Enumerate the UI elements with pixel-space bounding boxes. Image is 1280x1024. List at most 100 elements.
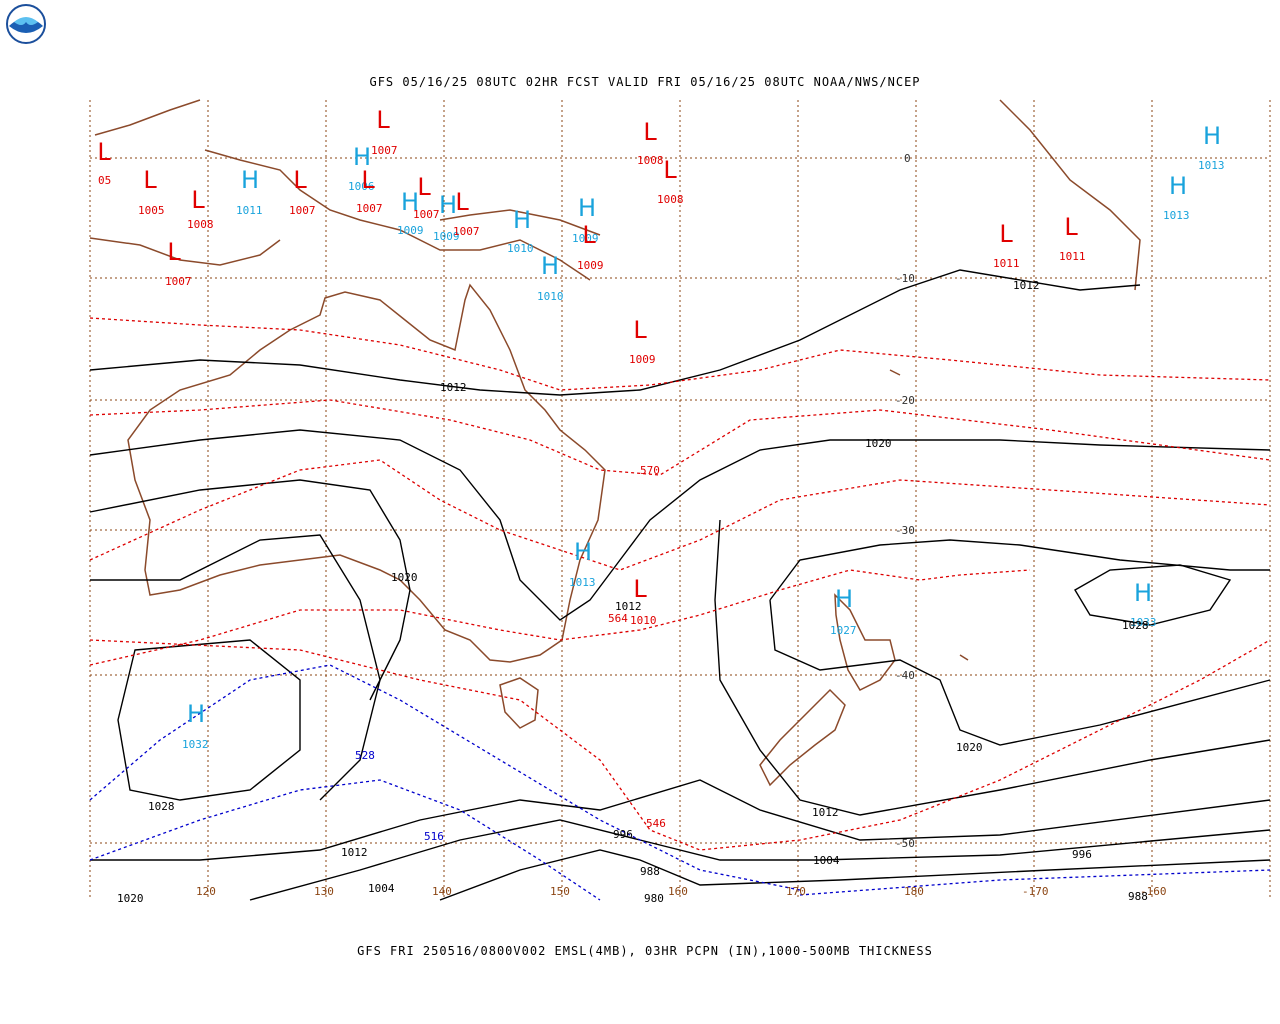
pressure-center-symbol: H: [1134, 579, 1152, 607]
pressure-center-value: 1009: [629, 353, 656, 366]
latitude-label: -30: [895, 524, 915, 537]
isobar-label: 1028: [1122, 619, 1149, 632]
isobar-label: 988: [640, 865, 660, 878]
isobar-label: 1012: [440, 381, 467, 394]
pressure-center-value: 1006: [348, 180, 375, 193]
pressure-center-value: 1013: [569, 576, 596, 589]
pressure-center-value: 1033: [1130, 616, 1157, 629]
graticule: [89, 100, 1271, 900]
thickness-label: 570: [640, 464, 660, 477]
latitude-label: -20: [895, 394, 915, 407]
longitude-label: -170: [1022, 885, 1049, 898]
isobar-label: 1028: [148, 800, 175, 813]
thickness-label: 546: [646, 817, 666, 830]
pressure-center-value: 1007: [165, 275, 192, 288]
isobar-label: 980: [644, 892, 664, 905]
map-title: GFS 05/16/25 08UTC 02HR FCST VALID FRI 0…: [369, 75, 920, 89]
isobar-label: 1020: [117, 892, 144, 905]
pressure-center-symbol: L: [167, 238, 181, 266]
pressure-center-symbol: H: [1169, 172, 1187, 200]
pressure-center-symbol: H: [513, 206, 531, 234]
pressure-center-symbol: H: [401, 188, 419, 216]
pressure-center-symbol: L: [633, 575, 647, 603]
longitude-label: 130: [314, 885, 334, 898]
isobar-label: 996: [613, 828, 633, 841]
pressure-center-symbol: H: [574, 538, 592, 566]
latitude-label: 0: [904, 152, 911, 165]
isobar-label: 1020: [865, 437, 892, 450]
pressure-center-value: 1005: [138, 204, 165, 217]
pressure-center-value: 1010: [630, 614, 657, 627]
isobar-label: 996: [1072, 848, 1092, 861]
pressure-center-value: 1027: [830, 624, 857, 637]
longitude-label: 120: [196, 885, 216, 898]
map-caption: GFS FRI 250516/0800V002 EMSL(4MB), 03HR …: [357, 944, 933, 958]
latitude-label: -40: [895, 669, 915, 682]
pressure-center-value: 1008: [637, 154, 664, 167]
pressure-center-symbol: H: [835, 585, 853, 613]
thickness-lines: [89, 317, 1271, 851]
pressure-center-symbol: L: [643, 118, 657, 146]
pressure-center-symbol: L: [293, 166, 307, 194]
isobar-label: 1012: [812, 806, 839, 819]
pressure-center-value: 1009: [572, 232, 599, 245]
pressure-center-value: 1011: [236, 204, 263, 217]
pressure-center-symbol: L: [191, 186, 205, 214]
pressure-center-symbol: H: [353, 143, 371, 171]
longitude-label: 160: [668, 885, 688, 898]
pressure-center-value: 1007: [453, 225, 480, 238]
pressure-center-symbol: L: [582, 221, 596, 249]
longitude-label: 140: [432, 885, 452, 898]
longitude-label: 170: [786, 885, 806, 898]
pressure-center-value: 1009: [433, 230, 460, 243]
pressure-center-value: 1007: [356, 202, 383, 215]
isobar-label: 1012: [341, 846, 368, 859]
pressure-center-value: 05: [98, 174, 111, 187]
isobar-label: 1020: [391, 571, 418, 584]
pressure-center-value: 1013: [1163, 209, 1190, 222]
pressure-center-symbol: H: [1203, 122, 1221, 150]
latitude-label: -10: [895, 272, 915, 285]
longitude-label: -160: [1140, 885, 1167, 898]
pressure-center-symbol: H: [578, 194, 596, 222]
thickness-label: 564: [608, 612, 628, 625]
pressure-center-symbol: H: [439, 191, 457, 219]
latitude-label: -50: [895, 837, 915, 850]
pressure-center-symbol: L: [376, 106, 390, 134]
pressure-center-symbol: L: [361, 166, 375, 194]
coastlines: [89, 99, 1141, 787]
pressure-center-symbol: H: [187, 700, 205, 728]
pressure-center-symbol: L: [97, 138, 111, 166]
pressure-center-value: 1011: [993, 257, 1020, 270]
longitude-label: 180: [904, 885, 924, 898]
pressure-center-value: 1010: [507, 242, 534, 255]
thickness-label: 516: [424, 830, 444, 843]
pressure-center-value: 1009: [397, 224, 424, 237]
pressure-center-value: 1008: [657, 193, 684, 206]
pressure-center-symbol: L: [633, 316, 647, 344]
isobar-label: 1012: [615, 600, 642, 613]
thickness-lines-cold: [89, 664, 1271, 901]
pressure-center-symbol: L: [455, 188, 469, 216]
isobar-label: 1020: [956, 741, 983, 754]
pressure-center-value: 1009: [577, 259, 604, 272]
pressure-center-value: 1013: [1198, 159, 1225, 172]
isobar-label: 1012: [1013, 279, 1040, 292]
pressure-center-symbol: H: [241, 166, 259, 194]
pressure-center-value: 1032: [182, 738, 209, 751]
pressure-center-symbol: L: [663, 156, 677, 184]
pressure-center-value: 1007: [413, 208, 440, 221]
pressure-center-symbol: L: [999, 220, 1013, 248]
pressure-center-value: 1011: [1059, 250, 1086, 263]
pressure-center-symbol: L: [417, 173, 431, 201]
thickness-label: 528: [355, 749, 375, 762]
pressure-center-value: 1008: [187, 218, 214, 231]
isobar-label: 988: [1128, 890, 1148, 903]
pressure-center-value: 1007: [289, 204, 316, 217]
pressure-center-symbol: L: [143, 166, 157, 194]
longitude-label: 150: [550, 885, 570, 898]
isobar-label: 1004: [368, 882, 395, 895]
